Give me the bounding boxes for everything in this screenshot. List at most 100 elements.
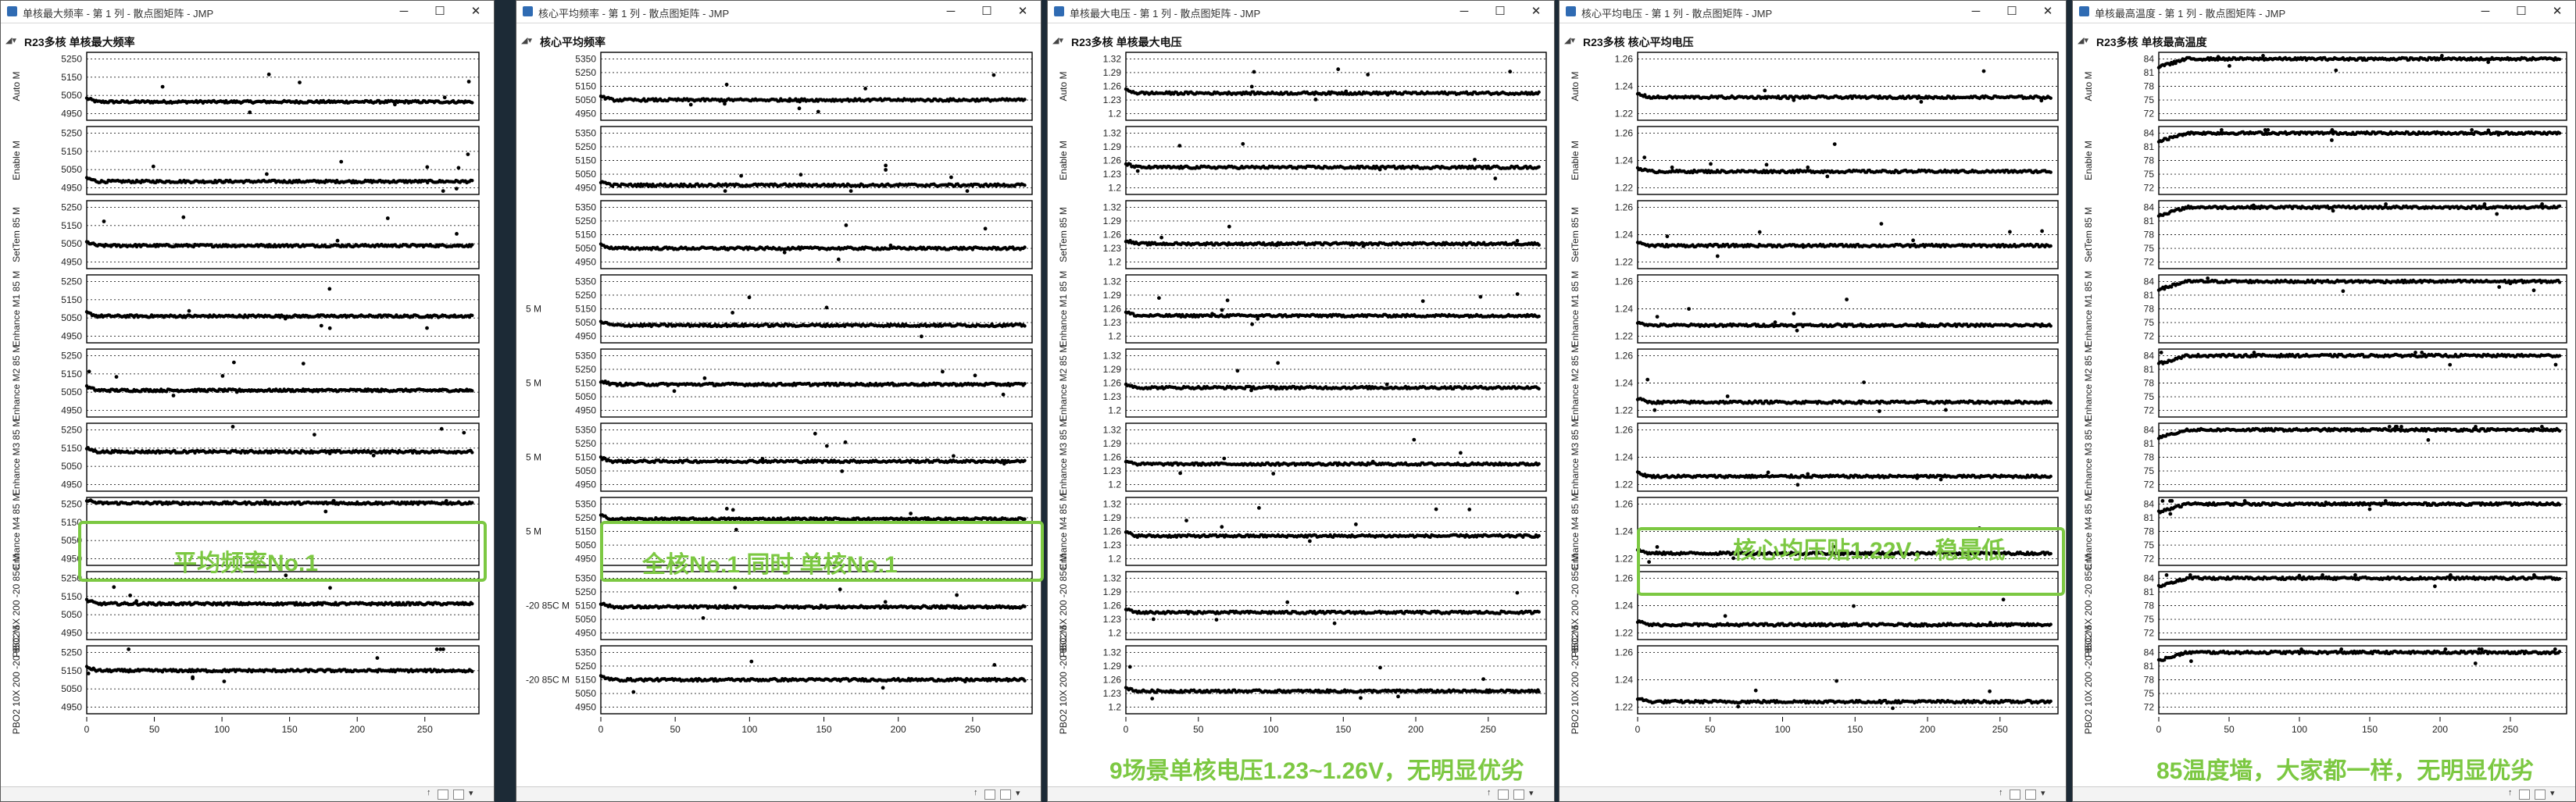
dropdown-arrow-icon[interactable]: ▾ xyxy=(469,789,473,798)
y-tick-label: 5350 xyxy=(575,201,596,212)
panel-frame xyxy=(86,422,480,492)
y-tick-label: 5250 xyxy=(61,647,82,658)
outlier-point xyxy=(265,172,269,176)
up-arrow-icon[interactable]: ↑ xyxy=(427,788,431,797)
y-tick-label: 5150 xyxy=(61,369,82,380)
close-icon[interactable]: ✕ xyxy=(470,5,481,18)
outlier-point xyxy=(263,499,267,503)
y-tick-label: 4950 xyxy=(575,405,596,416)
outlier-point xyxy=(171,394,176,397)
row-label: 5 M xyxy=(526,304,541,315)
y-tick-label: 4950 xyxy=(61,405,82,416)
y-tick-label: 5050 xyxy=(575,243,596,254)
jmp-app-icon xyxy=(7,6,17,16)
outlier-point xyxy=(973,373,977,378)
outlier-point xyxy=(816,109,820,114)
row-label-strip xyxy=(1,49,55,717)
y-tick-label: 5250 xyxy=(575,512,596,523)
y-tick-label: 5050 xyxy=(61,312,82,323)
outlier-point xyxy=(339,159,344,164)
y-tick-label: 5250 xyxy=(575,216,596,226)
maximize-icon[interactable]: ☐ xyxy=(981,5,992,18)
y-tick-label: 5250 xyxy=(575,364,596,375)
outlier-point xyxy=(335,238,340,243)
outlier-point xyxy=(726,248,731,251)
y-tick-label: 5350 xyxy=(575,424,596,435)
y-tick-label: 5150 xyxy=(61,591,82,602)
outlier-point xyxy=(181,215,186,219)
y-tick-label: 5050 xyxy=(575,465,596,476)
outlier-point xyxy=(434,647,439,651)
table-view-icon[interactable] xyxy=(438,790,448,800)
outlier-point xyxy=(909,511,913,515)
outlier-point xyxy=(1001,392,1006,397)
outlier-point xyxy=(191,676,195,681)
y-tick-label: 5050 xyxy=(575,169,596,180)
row-label: Enhance M3 85 M xyxy=(11,419,22,495)
outlier-point xyxy=(160,84,165,89)
panel-frame xyxy=(86,348,480,418)
minimize-icon[interactable]: ─ xyxy=(399,5,409,18)
outlier-point xyxy=(266,72,271,77)
data-point xyxy=(602,94,606,98)
disclosure-triangle-icon[interactable]: ◢▾ xyxy=(521,36,532,45)
outlier-point xyxy=(114,375,119,379)
outlier-point xyxy=(222,679,227,683)
outlier-point xyxy=(981,459,985,463)
outlier-point xyxy=(301,362,305,365)
row-label-strip xyxy=(516,49,570,717)
outlier-point xyxy=(371,453,376,458)
outlier-point xyxy=(991,73,996,77)
y-tick-label: 4950 xyxy=(61,331,82,342)
outlier-point xyxy=(672,389,677,394)
panel-frame xyxy=(86,497,480,566)
y-tick-label: 5250 xyxy=(575,290,596,301)
outlier-point xyxy=(232,360,236,365)
outlier-point xyxy=(284,573,288,578)
y-tick-label: 5250 xyxy=(61,572,82,583)
close-icon[interactable]: ✕ xyxy=(1017,5,1028,18)
window-title: 核心平均频率 - 第 1 列 - 散点图矩阵 - JMP xyxy=(538,8,730,20)
row-label: Enable M xyxy=(11,141,22,180)
outlier-point xyxy=(731,311,734,315)
y-tick-label: 5350 xyxy=(575,127,596,138)
row-label: 5 M xyxy=(526,526,541,537)
row-label: PBO2 10X 200 -20 85C M xyxy=(11,626,22,734)
outlier-point xyxy=(187,308,191,313)
outlier-point xyxy=(220,374,225,378)
report-outline-header[interactable]: ◢▾ 核心平均频率 xyxy=(516,32,1041,49)
disclosure-triangle-icon[interactable]: ◢▾ xyxy=(5,36,16,45)
layout-icon[interactable] xyxy=(453,790,464,800)
maximize-icon[interactable]: ☐ xyxy=(434,5,445,18)
outlier-point xyxy=(456,166,461,170)
outlier-point xyxy=(425,326,429,330)
outlier-point xyxy=(799,173,803,177)
row-label: 5 M xyxy=(526,378,541,389)
y-tick-label: 5050 xyxy=(61,387,82,397)
y-tick-label: 5150 xyxy=(575,304,596,315)
outlier-point xyxy=(1012,247,1016,251)
x-tick-label: 100 xyxy=(214,724,230,735)
report-title: R23多核 单核最大频率 xyxy=(24,36,135,48)
outlier-point xyxy=(128,593,133,597)
y-tick-label: 5050 xyxy=(575,317,596,328)
outlier-point xyxy=(824,444,829,448)
outlier-point xyxy=(760,457,765,461)
panel-frame xyxy=(86,52,480,121)
minimize-icon[interactable]: ─ xyxy=(946,5,956,18)
outlier-point xyxy=(438,647,443,651)
y-tick-label: 5050 xyxy=(575,391,596,402)
y-tick-label: 5250 xyxy=(61,424,82,435)
x-tick-label: 0 xyxy=(84,724,90,735)
status-bar: ↑ ▾ xyxy=(1,786,494,801)
outlier-point xyxy=(782,250,787,255)
report-outline-header[interactable]: ◢▾ R23多核 单核最大频率 xyxy=(1,32,494,49)
outlier-point xyxy=(1002,462,1006,466)
